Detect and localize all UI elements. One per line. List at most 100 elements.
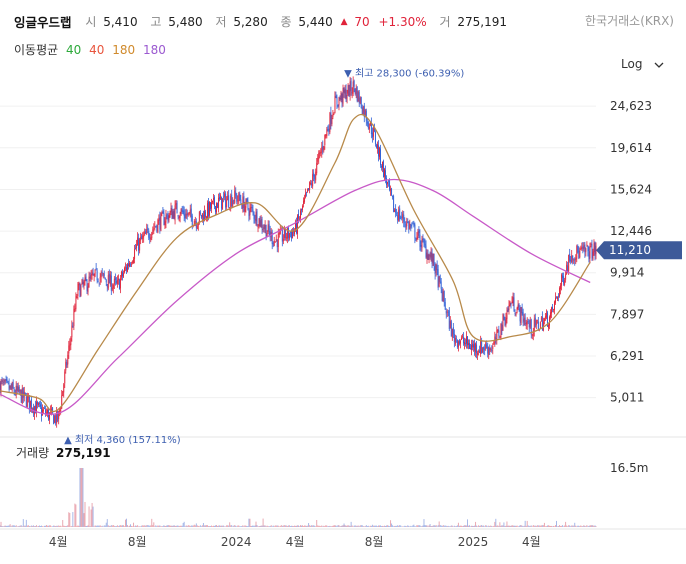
volume-bar [400,525,402,527]
volume-bar [17,526,19,527]
volume-bar [104,525,106,527]
candle-body [488,347,490,356]
volume-bar [355,525,357,527]
candle-body [540,317,542,321]
volume-bar [492,526,494,527]
volume-bar [303,526,305,527]
volume-bar [318,525,320,527]
candle-body [285,237,287,239]
candle-body [394,209,396,212]
volume-bar [466,525,467,527]
candle-body [184,214,186,219]
candle-body [562,275,564,279]
volume-bar [298,525,299,527]
candle-body [165,214,167,223]
volume-bar [584,525,586,527]
candle-body [10,385,12,389]
candle-body [58,411,60,420]
close-value: 5,440 [298,14,333,29]
volume-bar [522,526,524,527]
volume-bar [587,526,589,527]
volume-bar [381,526,382,527]
candle-body [335,95,337,99]
volume-label: 거 [439,15,451,29]
candle-body [47,409,49,415]
candle-body [513,297,515,312]
volume-bar [76,526,78,527]
candle-body [53,414,55,425]
volume-bar [54,525,56,527]
volume-bar [528,525,530,527]
candle-body [497,330,499,332]
candle-body [358,92,360,104]
volume-bar [141,525,143,527]
volume-bar [175,525,177,527]
candle-body [372,128,374,137]
candle-body [380,148,381,166]
candle-body [533,319,535,332]
moving-average-legend[interactable]: 이동평균 40 40 180 180 [14,41,170,58]
candle-body [97,280,99,282]
candle-body [126,267,127,271]
candle-body [191,215,193,226]
candle-body [586,244,588,247]
volume-bar [423,519,425,527]
candle-body [201,213,203,218]
volume-bar [227,525,229,527]
volume-bar [580,525,582,527]
volume-bar [306,525,308,527]
candle-body [120,271,122,278]
volume-bar [167,525,169,527]
ma-legend-item: 180 [112,43,136,57]
volume-bar [156,526,158,527]
volume-bar [458,525,460,527]
candle-body [0,380,2,393]
volume-bar [436,526,438,527]
candle-body [283,228,285,238]
candle-body [500,323,502,339]
candle-body [402,213,404,219]
volume-bar [258,526,260,527]
candle-body [346,95,348,99]
scale-toggle-button[interactable]: Log [621,57,664,71]
candle-body [387,181,389,184]
candle-body [193,221,195,227]
volume-bar [588,525,590,527]
candle-body [331,117,333,125]
volume-bar [369,525,371,527]
candle-body [56,410,58,424]
candle-body [461,336,463,337]
candle-body [462,337,464,344]
volume-bar [151,518,153,527]
candle-body [327,129,329,131]
volume-bar [33,526,35,527]
volume-bar [453,525,455,527]
candle-body [557,296,559,300]
volume-bar [351,525,353,527]
volume-bar [544,526,546,527]
candle-body [385,170,386,179]
volume-bar [320,526,322,527]
volume-bar [536,525,538,527]
volume-bar [131,525,132,527]
candle-body [155,225,157,227]
candle-body [339,97,341,100]
volume-bar [558,526,560,527]
candle-body [42,409,43,415]
candle-body [268,224,270,232]
candle-body [345,88,347,100]
volume-bar [585,526,587,527]
high-annotation: ▼ 최고 28,300 (-60.39%) [344,68,464,80]
volume-bar [145,525,147,527]
volume-bar [508,525,510,527]
candle-body [556,296,557,298]
volume-bar [418,525,420,527]
volume-bar [143,525,145,527]
volume-bar [35,525,37,527]
candle-body [445,310,447,314]
candle-body [421,238,423,249]
candle-body [571,255,573,263]
candle-body [275,239,277,241]
volume-bar [497,525,499,527]
